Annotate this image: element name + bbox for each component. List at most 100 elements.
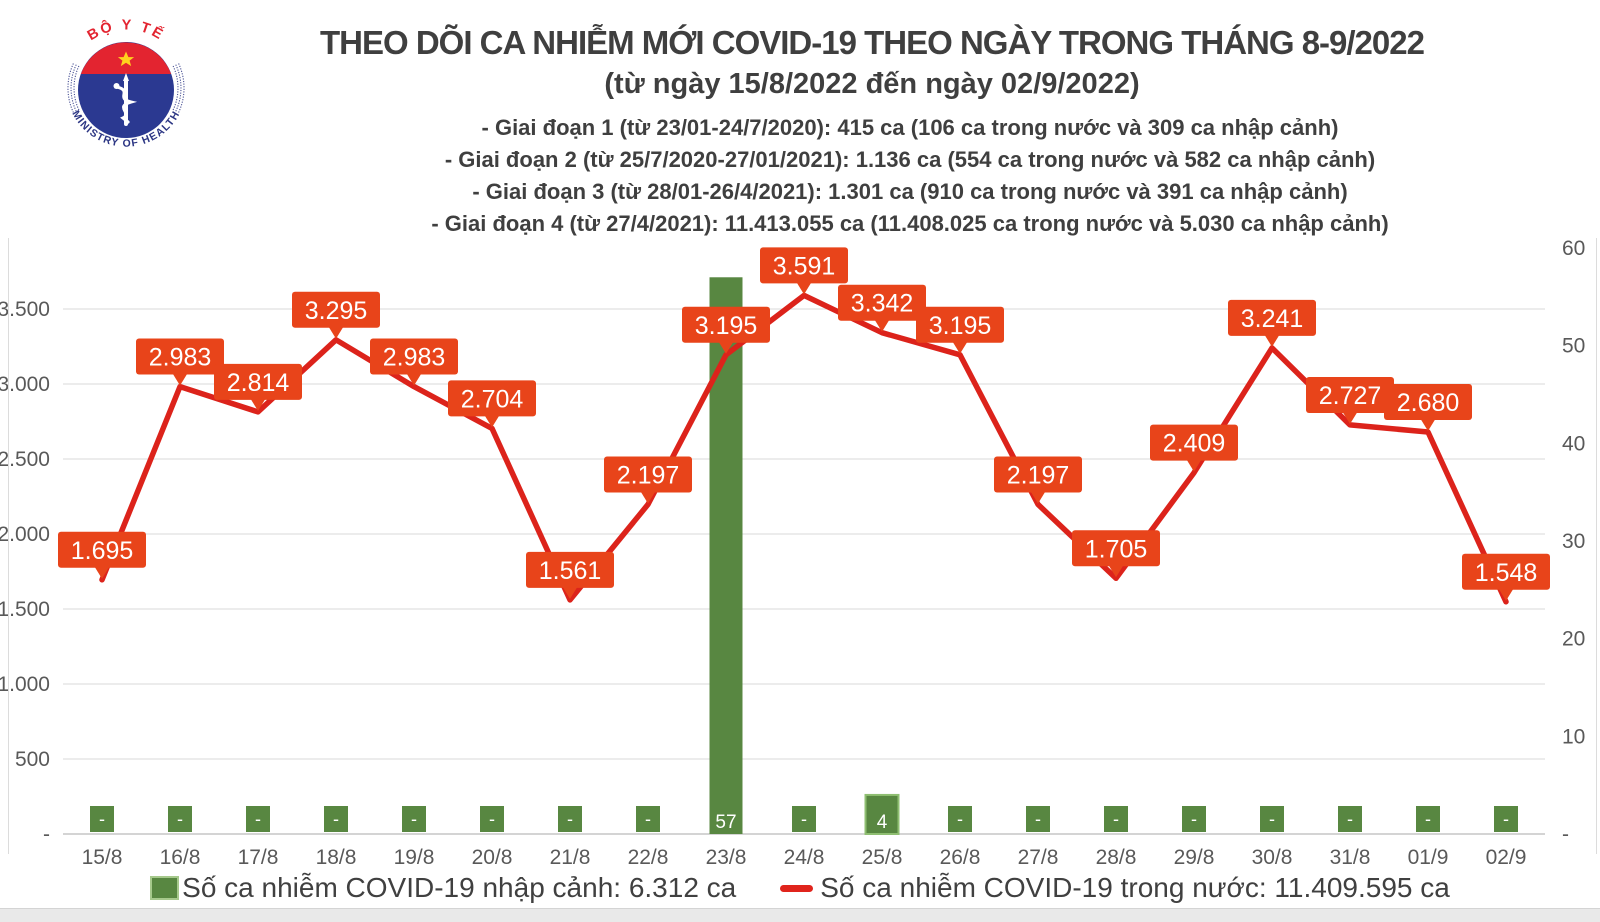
x-axis-tick: 02/9 xyxy=(1486,846,1527,869)
zero-bar-label-box xyxy=(1416,806,1440,832)
data-label-box xyxy=(1072,530,1160,567)
x-axis-tick: 30/8 xyxy=(1252,846,1293,869)
rod-of-asclepius-icon xyxy=(113,73,138,126)
data-label-tail xyxy=(484,414,500,428)
zero-bar-label-box xyxy=(246,806,270,832)
zero-bar-label-box xyxy=(402,806,426,832)
data-label-box xyxy=(1228,299,1316,336)
data-label-value: 1.561 xyxy=(539,557,602,585)
zero-bar-label-box xyxy=(1026,806,1050,832)
x-axis-tick: 25/8 xyxy=(862,846,903,869)
phase-note-3: - Giai đoạn 3 (từ 28/01-26/4/2021): 1.30… xyxy=(472,179,1348,204)
data-label-value: 2.197 xyxy=(617,461,680,489)
zero-bar-label-box xyxy=(636,806,660,832)
data-label-value: 3.342 xyxy=(851,290,914,318)
right-axis-tick: 60 xyxy=(1562,237,1585,260)
data-label-value: 2.983 xyxy=(149,344,212,372)
data-label-box xyxy=(1306,376,1394,413)
data-label-tail xyxy=(328,325,344,339)
chart-legend: Số ca nhiễm COVID-19 nhập cảnh: 6.312 ca… xyxy=(0,872,1600,904)
bars-series: - - - - - - - - 57 - 4 - - - - - - - - xyxy=(90,277,1518,836)
data-label-tail xyxy=(718,340,734,354)
x-axis-tick: 19/8 xyxy=(394,846,435,869)
data-label-value: 2.983 xyxy=(383,344,446,372)
chart-right-border xyxy=(1596,238,1597,854)
data-label-box xyxy=(682,306,770,343)
data-label-value: 2.814 xyxy=(227,369,290,397)
bar-value-label: - xyxy=(99,809,105,829)
legend-item-imported: Số ca nhiễm COVID-19 nhập cảnh: 6.312 ca xyxy=(150,872,736,904)
data-label-tail xyxy=(1264,333,1280,347)
phase-notes: - Giai đoạn 1 (từ 23/01-24/7/2020): 415 … xyxy=(250,112,1570,240)
data-label-tail xyxy=(1030,490,1046,504)
bar-value-label: 4 xyxy=(877,812,888,833)
data-label-box xyxy=(292,291,380,328)
bar-value-label: - xyxy=(1347,809,1353,829)
x-axis-tick: 23/8 xyxy=(706,846,747,869)
data-label-tail xyxy=(874,318,890,332)
data-label-tail xyxy=(1108,564,1124,578)
left-axis-tick: 1.000 xyxy=(0,673,50,696)
x-axis-tick: 17/8 xyxy=(238,846,279,869)
x-axis-tick: 22/8 xyxy=(628,846,669,869)
data-label-box xyxy=(1150,424,1238,461)
zero-bar-label-box xyxy=(1182,806,1206,832)
phase-note-1: - Giai đoạn 1 (từ 23/01-24/7/2020): 415 … xyxy=(481,115,1339,140)
data-label-tail xyxy=(1498,587,1514,601)
zero-bar-label-box xyxy=(948,806,972,832)
bar-value-label: 57 xyxy=(715,812,736,833)
x-axis-labels: 15/8 16/8 17/8 18/8 19/8 20/8 21/8 22/8 23/8 24/8… xyxy=(82,846,1527,869)
zero-bar-label-box xyxy=(558,806,582,832)
phase-note-2: - Giai đoạn 2 (từ 25/7/2020-27/01/2021):… xyxy=(444,147,1376,172)
x-axis-tick: 21/8 xyxy=(550,846,591,869)
data-label-tail xyxy=(952,340,968,354)
bar-value-label: - xyxy=(1191,809,1197,829)
phase-note-4: - Giai đoạn 4 (từ 27/4/2021): 11.413.055… xyxy=(431,211,1389,236)
bar xyxy=(709,277,743,834)
data-label-tail xyxy=(1186,458,1202,472)
bar-value-label: - xyxy=(567,809,573,829)
x-axis-tick: 27/8 xyxy=(1018,846,1059,869)
zero-bar-label-box xyxy=(1338,806,1362,832)
left-axis-labels: - 500 1.000 1.500 2.000 2.500 3.000 3.500 xyxy=(0,298,50,846)
logo-star-icon xyxy=(117,51,135,67)
bar-value-label: - xyxy=(1425,809,1431,829)
line-series xyxy=(99,292,1509,605)
data-label-tail xyxy=(640,490,656,504)
data-label-value: 3.195 xyxy=(929,312,992,340)
data-label-value: 3.295 xyxy=(305,297,368,325)
data-label-box xyxy=(604,456,692,493)
bar-value-label: - xyxy=(801,809,807,829)
zero-bar-label-box xyxy=(90,806,114,832)
data-label-tail xyxy=(1420,418,1436,431)
data-label-box xyxy=(448,380,536,417)
right-axis-tick: 10 xyxy=(1562,725,1585,748)
chart-left-border xyxy=(8,238,9,854)
zero-bar-label-box xyxy=(1494,806,1518,832)
zero-bar-label-box xyxy=(1260,806,1284,832)
bar-value-label: - xyxy=(255,809,261,829)
x-axis-tick: 31/8 xyxy=(1330,846,1371,869)
legend-imported-label: Số ca nhiễm COVID-19 nhập cảnh: 6.312 ca xyxy=(182,872,737,903)
left-axis-tick: 1.500 xyxy=(0,598,50,621)
x-axis-tick: 01/9 xyxy=(1408,846,1449,869)
bar-value-label: - xyxy=(1269,809,1275,829)
x-axis-tick: 18/8 xyxy=(316,846,357,869)
right-axis-labels: - 10 20 30 40 50 60 xyxy=(1562,237,1585,846)
data-label-tail xyxy=(250,397,266,411)
right-axis-tick: 30 xyxy=(1562,530,1585,553)
data-label-box xyxy=(760,247,848,284)
line-data-labels: 1.695 2.983 2.814 3.295 2.983 2.704 1.561 2.197… xyxy=(58,247,1550,601)
zero-bar-label-box xyxy=(324,806,348,832)
data-label-tail xyxy=(1342,410,1358,424)
data-label-box xyxy=(1384,384,1472,420)
data-label-value: 2.197 xyxy=(1007,461,1070,489)
data-label-box xyxy=(370,338,458,375)
zero-bar-label-box xyxy=(168,806,192,832)
legend-domestic-label: Số ca nhiễm COVID-19 trong nước: 11.409.… xyxy=(820,872,1450,903)
bar-value-label: - xyxy=(957,809,963,829)
red-line-swatch-icon xyxy=(780,884,814,892)
bar-value-label: - xyxy=(1035,809,1041,829)
zero-bar-label-box xyxy=(1104,806,1128,832)
